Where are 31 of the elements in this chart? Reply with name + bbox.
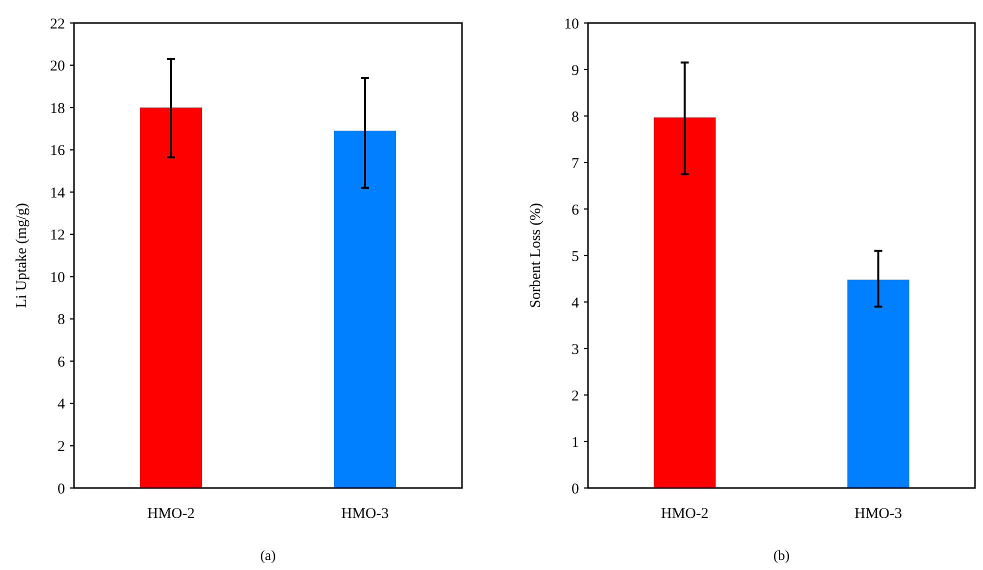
y-tick-label: 0 [58, 481, 65, 498]
x-tick-label: HMO-2 [147, 506, 195, 522]
y-tick-label: 16 [50, 143, 66, 160]
y-tick-label: 5 [572, 248, 579, 265]
y-tick-label: 0 [572, 481, 579, 498]
y-tick-label: 8 [58, 312, 65, 328]
y-tick-label: 2 [572, 388, 579, 404]
y-tick-label: 18 [50, 100, 65, 117]
x-tick-label: HMO-3 [341, 506, 389, 522]
y-tick-label: 7 [572, 156, 580, 172]
y-tick-label: 8 [572, 109, 579, 126]
y-tick-label: 4 [572, 295, 580, 312]
text: (a) [260, 549, 276, 564]
y-tick-label: 10 [564, 16, 579, 32]
y-tick-label: 4 [58, 396, 66, 413]
x-tick-label: HMO-2 [661, 506, 708, 522]
y-tick-label: 14 [50, 185, 66, 202]
y-tick-label: 22 [50, 16, 65, 32]
y-axis-title: Sorbent Loss (%) [528, 203, 544, 308]
y-tick-label: 10 [50, 270, 65, 286]
y-tick-label: 1 [572, 434, 579, 451]
x-tick-label: HMO-3 [854, 506, 902, 522]
y-tick-label: 20 [50, 58, 65, 75]
y-tick-label: 3 [572, 342, 579, 358]
y-tick-label: 2 [58, 438, 65, 455]
y-tick-label: 6 [58, 354, 66, 370]
y-tick-label: 9 [572, 62, 579, 79]
y-tick-label: 6 [572, 202, 580, 218]
text: (b) [773, 549, 790, 564]
y-axis-title: Li Uptake (mg/g) [14, 203, 30, 308]
y-tick-label: 12 [50, 228, 65, 244]
